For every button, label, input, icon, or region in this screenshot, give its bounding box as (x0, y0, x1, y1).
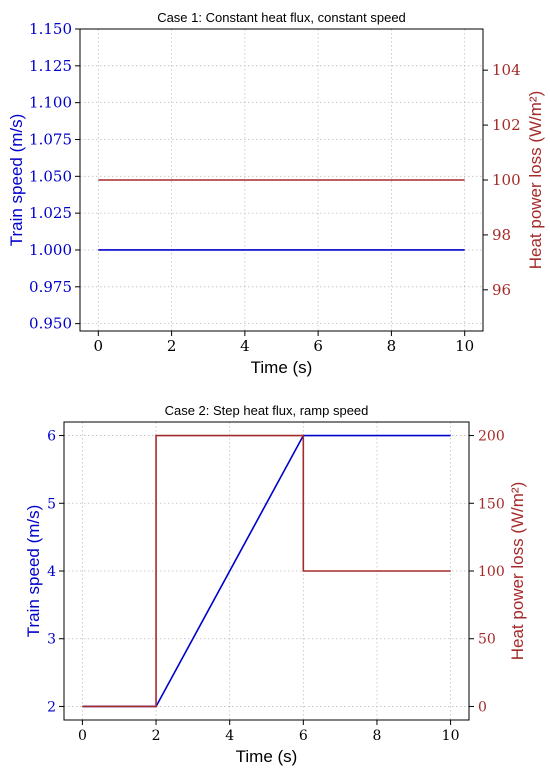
y2-tick-label: 150 (478, 496, 505, 512)
y-tick-label: 0.950 (29, 315, 72, 333)
y-axis-label: Train speed (m/s) (7, 114, 26, 247)
chart-1: 0 2 4 6 8 10 0.950 0.975 1.000 1.025 1.050 1.075 1.1… (7, 10, 545, 377)
chart-title: Case 2: Step heat flux, ramp speed (165, 403, 369, 418)
x-tick-label: 8 (387, 337, 397, 355)
y-tick-label: 1.000 (29, 241, 72, 259)
x-tick-label: 0 (78, 728, 87, 744)
x-tick-label: 6 (299, 728, 308, 744)
y2-tick-label: 50 (478, 632, 496, 648)
x-tick-label: 4 (240, 337, 250, 355)
x-tick-label: 8 (372, 728, 381, 744)
y-tick-label: 3 (47, 632, 56, 648)
y2-tick-label: 100 (478, 564, 505, 580)
y-tick-label: 5 (47, 496, 56, 512)
y2-tick-label: 98 (492, 226, 511, 244)
x-axis-label: Time (s) (251, 358, 313, 377)
x-tick-label: 4 (225, 728, 234, 744)
y-tick-label: 4 (47, 564, 56, 580)
y-tick-label: 1.125 (29, 57, 72, 75)
y-axis-label: Train speed (m/s) (24, 505, 43, 638)
y2-tick-label: 96 (492, 281, 511, 299)
y-tick-label: 1.100 (29, 94, 72, 112)
x-tick-label: 10 (442, 728, 460, 744)
heat-power-line (82, 434, 451, 708)
y-tick-label: 1.050 (29, 167, 72, 185)
chart-2: 0 2 4 6 8 10 2 3 4 5 6 0 50 100 150 200 Case 2: Step hea… (24, 403, 527, 766)
y2-tick-label: 0 (478, 699, 487, 715)
x-axis-label: Time (s) (236, 747, 298, 766)
y-tick-label: 1.150 (29, 20, 72, 38)
y-tick-label: 2 (47, 699, 56, 715)
y-tick-label: 1.025 (29, 204, 72, 222)
x-tick-label: 2 (167, 337, 177, 355)
y-tick-label: 1.075 (29, 130, 72, 148)
y2-axis-label: Heat power loss (W/m²) (508, 482, 527, 661)
y2-tick-label: 104 (492, 61, 521, 79)
y2-tick-label: 102 (492, 116, 521, 134)
x-tick-label: 2 (152, 728, 161, 744)
y2-tick-label: 100 (492, 171, 521, 189)
y-tick-label: 6 (47, 429, 56, 445)
y2-tick-label: 200 (478, 429, 505, 445)
y-tick-label: 0.975 (29, 278, 72, 296)
x-tick-label: 0 (94, 337, 104, 355)
y2-axis-label: Heat power loss (W/m²) (526, 91, 545, 270)
x-tick-label: 6 (313, 337, 323, 355)
chart-title: Case 1: Constant heat flux, constant spe… (157, 10, 406, 25)
x-tick-label: 10 (455, 337, 474, 355)
